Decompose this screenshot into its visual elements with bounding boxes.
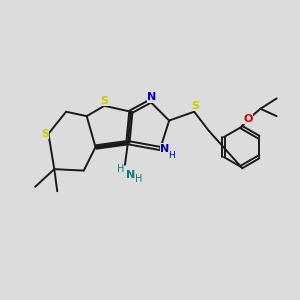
Text: S: S (41, 129, 49, 139)
Text: H: H (168, 151, 175, 160)
Text: N: N (160, 144, 169, 154)
Text: S: S (192, 101, 200, 111)
Text: H: H (118, 164, 125, 174)
Text: H: H (135, 174, 142, 184)
Text: O: O (243, 114, 252, 124)
Text: N: N (147, 92, 156, 102)
Text: N: N (126, 170, 136, 180)
Text: S: S (100, 95, 108, 106)
